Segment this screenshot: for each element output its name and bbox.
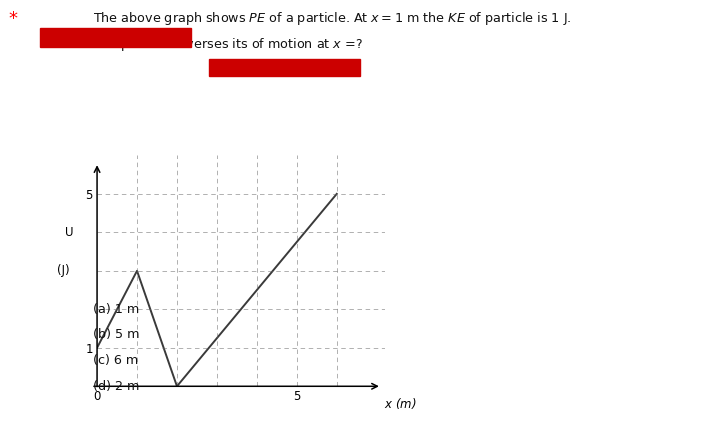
Text: *: *	[9, 10, 18, 28]
Text: (J): (J)	[57, 264, 70, 278]
Text: The particle reverses its of motion at $x$ =?: The particle reverses its of motion at $…	[93, 36, 363, 53]
Text: The above graph shows $PE$ of a particle. At $x = 1$ m the $KE$ of particle is 1: The above graph shows $PE$ of a particle…	[93, 10, 572, 27]
Text: $x$ (m): $x$ (m)	[384, 396, 416, 411]
Text: U: U	[65, 226, 73, 239]
Text: (d) 2 m: (d) 2 m	[93, 380, 139, 393]
Text: (a) 1 m: (a) 1 m	[93, 303, 139, 316]
Text: (c) 6 m: (c) 6 m	[93, 354, 139, 367]
Text: (b) 5 m: (b) 5 m	[93, 329, 140, 341]
